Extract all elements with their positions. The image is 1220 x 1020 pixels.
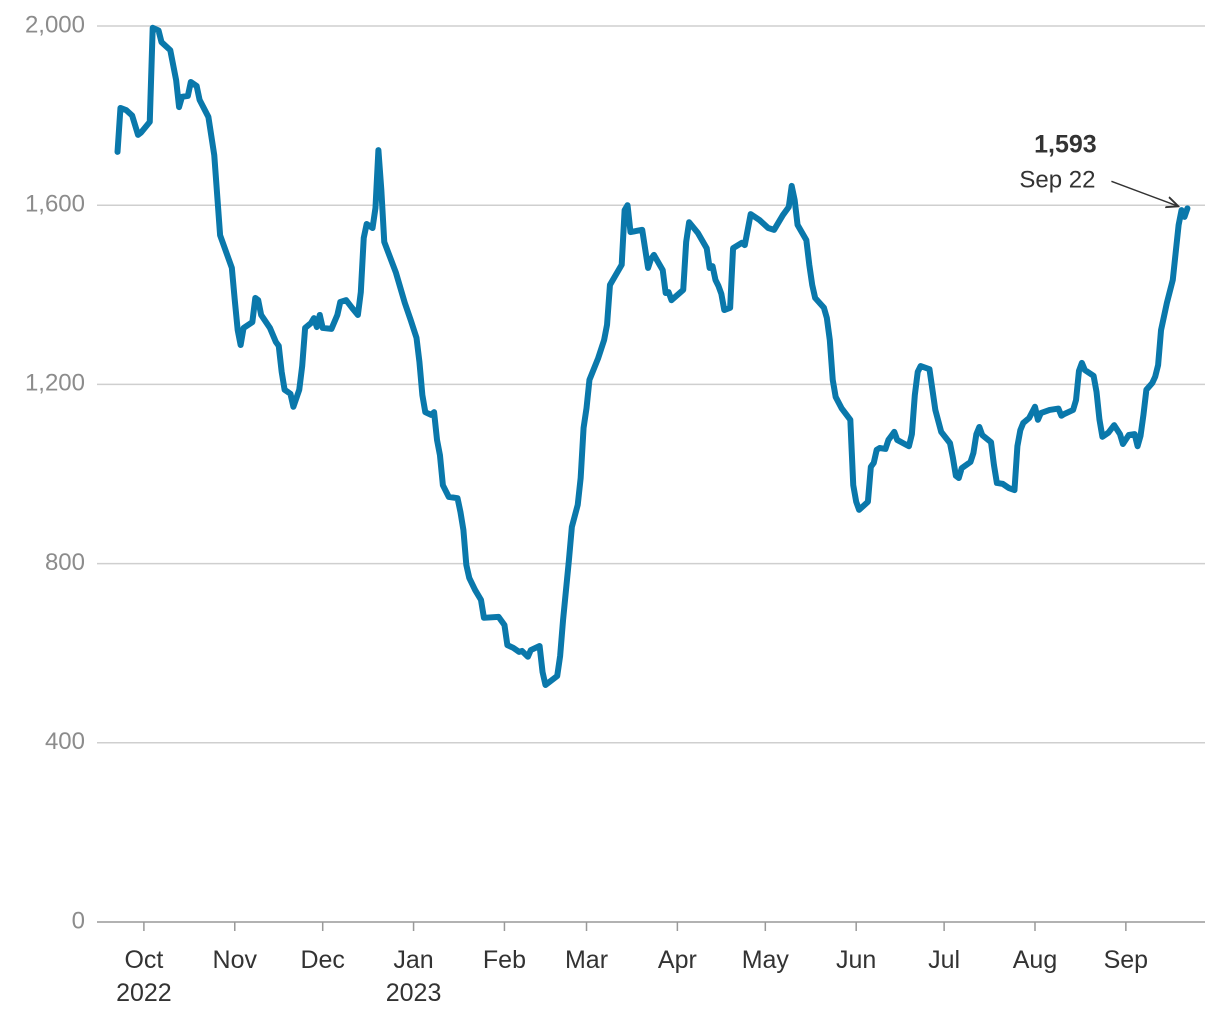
x-tick-label: Oct 2022: [116, 946, 172, 1007]
x-tick-label: Jul: [928, 946, 961, 974]
x-tick-label: Jun: [836, 946, 877, 974]
x-tick-label: May: [741, 946, 789, 974]
grid: 0 400 800 1,200 1,600 2,000: [25, 11, 1205, 934]
y-tick-label: 2,000: [25, 11, 85, 38]
annotation-date: Sep 22: [1019, 166, 1095, 193]
annotation-value: 1,593: [1034, 130, 1097, 158]
x-tick-label: Sep: [1103, 946, 1149, 974]
data-line: [114, 24, 1191, 689]
x-tick-label: Apr: [657, 946, 697, 974]
y-tick-label: 0: [72, 907, 85, 934]
annotation-arrow: [1111, 180, 1178, 206]
y-tick-label: 800: [45, 549, 85, 576]
x-tick-label: Dec: [300, 946, 345, 974]
y-tick-label: 1,600: [25, 191, 85, 218]
x-tick-label: Aug: [1012, 946, 1058, 974]
plot: [114, 24, 1191, 689]
x-tick-label: Jan 2023: [385, 946, 442, 1007]
y-tick-label: 1,200: [25, 370, 85, 397]
y-tick-label: 400: [45, 728, 85, 755]
x-tick-label: Nov: [212, 946, 257, 974]
x-tick-label: Mar: [564, 946, 609, 974]
annotation: 1,593 Sep 22: [1019, 130, 1178, 206]
x-tick-label: Feb: [482, 946, 526, 974]
